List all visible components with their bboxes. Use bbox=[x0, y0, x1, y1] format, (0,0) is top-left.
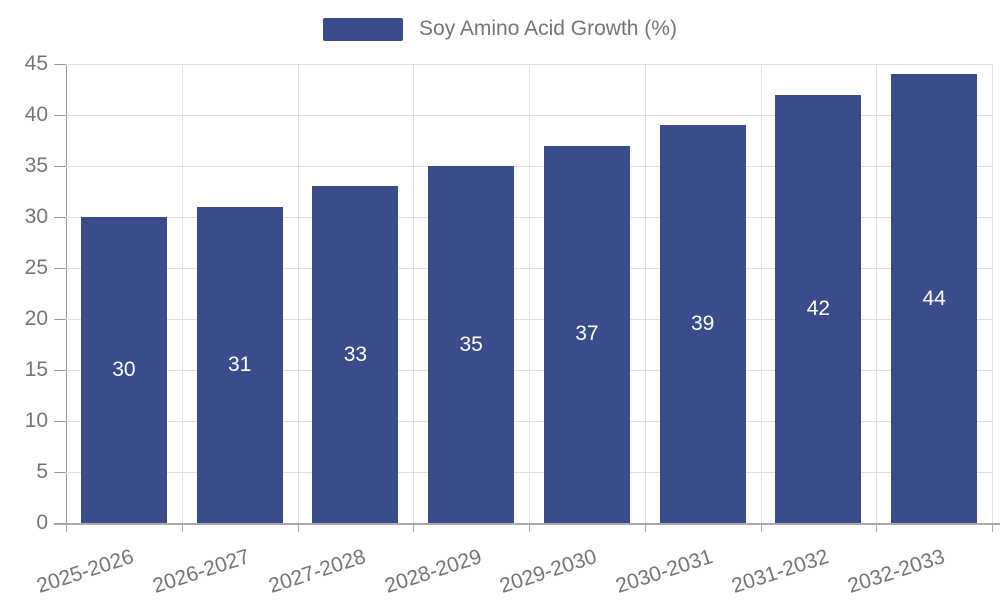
y-axis-tick-label: 20 bbox=[24, 307, 48, 330]
bar[interactable]: 31 bbox=[196, 206, 283, 523]
bar-value-label: 37 bbox=[575, 322, 599, 346]
y-axis-tick-label: 15 bbox=[24, 358, 48, 381]
x-axis-tick-label: 2029-2030 bbox=[497, 545, 600, 598]
y-axis-tick-label: 0 bbox=[36, 511, 48, 534]
y-axis-tick bbox=[54, 216, 66, 218]
x-axis-tick-label: 2027-2028 bbox=[265, 545, 369, 598]
bar[interactable]: 42 bbox=[775, 94, 862, 523]
x-axis-tick bbox=[876, 523, 878, 532]
v-gridline bbox=[529, 64, 530, 523]
y-axis-line bbox=[66, 64, 67, 523]
bar[interactable]: 37 bbox=[543, 145, 630, 523]
y-axis-tick bbox=[54, 522, 66, 524]
bar[interactable]: 44 bbox=[891, 74, 978, 523]
y-axis-tick-label: 40 bbox=[24, 103, 48, 126]
x-axis-tick-label: 2032-2033 bbox=[844, 545, 948, 598]
v-gridline bbox=[181, 64, 183, 523]
bar-value-label: 31 bbox=[227, 352, 252, 376]
v-gridline bbox=[760, 64, 762, 523]
y-axis-tick bbox=[54, 267, 66, 269]
v-gridline bbox=[992, 64, 993, 523]
x-axis-tick bbox=[992, 523, 993, 532]
y-axis-tick bbox=[54, 420, 66, 422]
x-axis-tick bbox=[529, 523, 530, 532]
x-axis-tick bbox=[297, 523, 299, 532]
x-axis-tick bbox=[66, 523, 67, 532]
plot-area: 0 5 10 15 20 25 30 35 40 45 30 2025-2026 31 2026-2027… bbox=[25, 52, 1000, 598]
bar[interactable]: 35 bbox=[428, 166, 515, 523]
y-axis-tick bbox=[54, 165, 66, 167]
v-gridline bbox=[876, 64, 878, 523]
y-axis-tick-label: 30 bbox=[24, 205, 48, 228]
x-axis-tick bbox=[413, 523, 415, 532]
x-axis-tick bbox=[644, 523, 646, 532]
legend-label: Soy Amino Acid Growth (%) bbox=[419, 17, 677, 40]
y-axis-tick-label: 25 bbox=[24, 256, 48, 279]
v-gridline bbox=[297, 64, 299, 523]
v-gridline bbox=[413, 64, 415, 523]
y-axis-tick bbox=[54, 114, 66, 116]
y-axis-tick-label: 10 bbox=[24, 409, 48, 432]
v-gridline bbox=[644, 64, 646, 523]
bar[interactable]: 30 bbox=[80, 217, 167, 523]
x-axis-tick bbox=[181, 523, 183, 532]
bar-value-label: 42 bbox=[806, 296, 831, 320]
y-axis-tick-label: 5 bbox=[36, 460, 48, 483]
x-axis-tick-label: 2025-2026 bbox=[34, 545, 137, 598]
y-axis-tick bbox=[54, 471, 66, 473]
x-axis-tick-label: 2028-2029 bbox=[381, 545, 485, 598]
y-axis-tick-label: 45 bbox=[24, 52, 48, 75]
legend-swatch-icon bbox=[323, 17, 404, 41]
x-axis-line bbox=[54, 523, 1000, 525]
y-axis-tick bbox=[54, 369, 66, 371]
x-axis-tick-label: 2031-2032 bbox=[728, 545, 832, 598]
bar[interactable]: 33 bbox=[312, 186, 399, 523]
y-axis-tick-label: 35 bbox=[24, 154, 48, 177]
y-axis-tick bbox=[54, 318, 66, 320]
bar-value-label: 44 bbox=[922, 286, 946, 310]
bar-value-label: 35 bbox=[459, 332, 483, 356]
x-axis-tick-label: 2030-2031 bbox=[613, 545, 716, 598]
bar[interactable]: 39 bbox=[659, 125, 746, 523]
legend[interactable]: Soy Amino Acid Growth (%) bbox=[0, 17, 1000, 41]
bar-value-label: 30 bbox=[112, 358, 136, 381]
x-axis-tick bbox=[760, 523, 762, 532]
bar-value-label: 33 bbox=[343, 342, 368, 366]
x-axis-tick-label: 2026-2027 bbox=[150, 545, 253, 598]
bar-value-label: 39 bbox=[690, 312, 715, 336]
y-axis-tick bbox=[54, 63, 66, 65]
